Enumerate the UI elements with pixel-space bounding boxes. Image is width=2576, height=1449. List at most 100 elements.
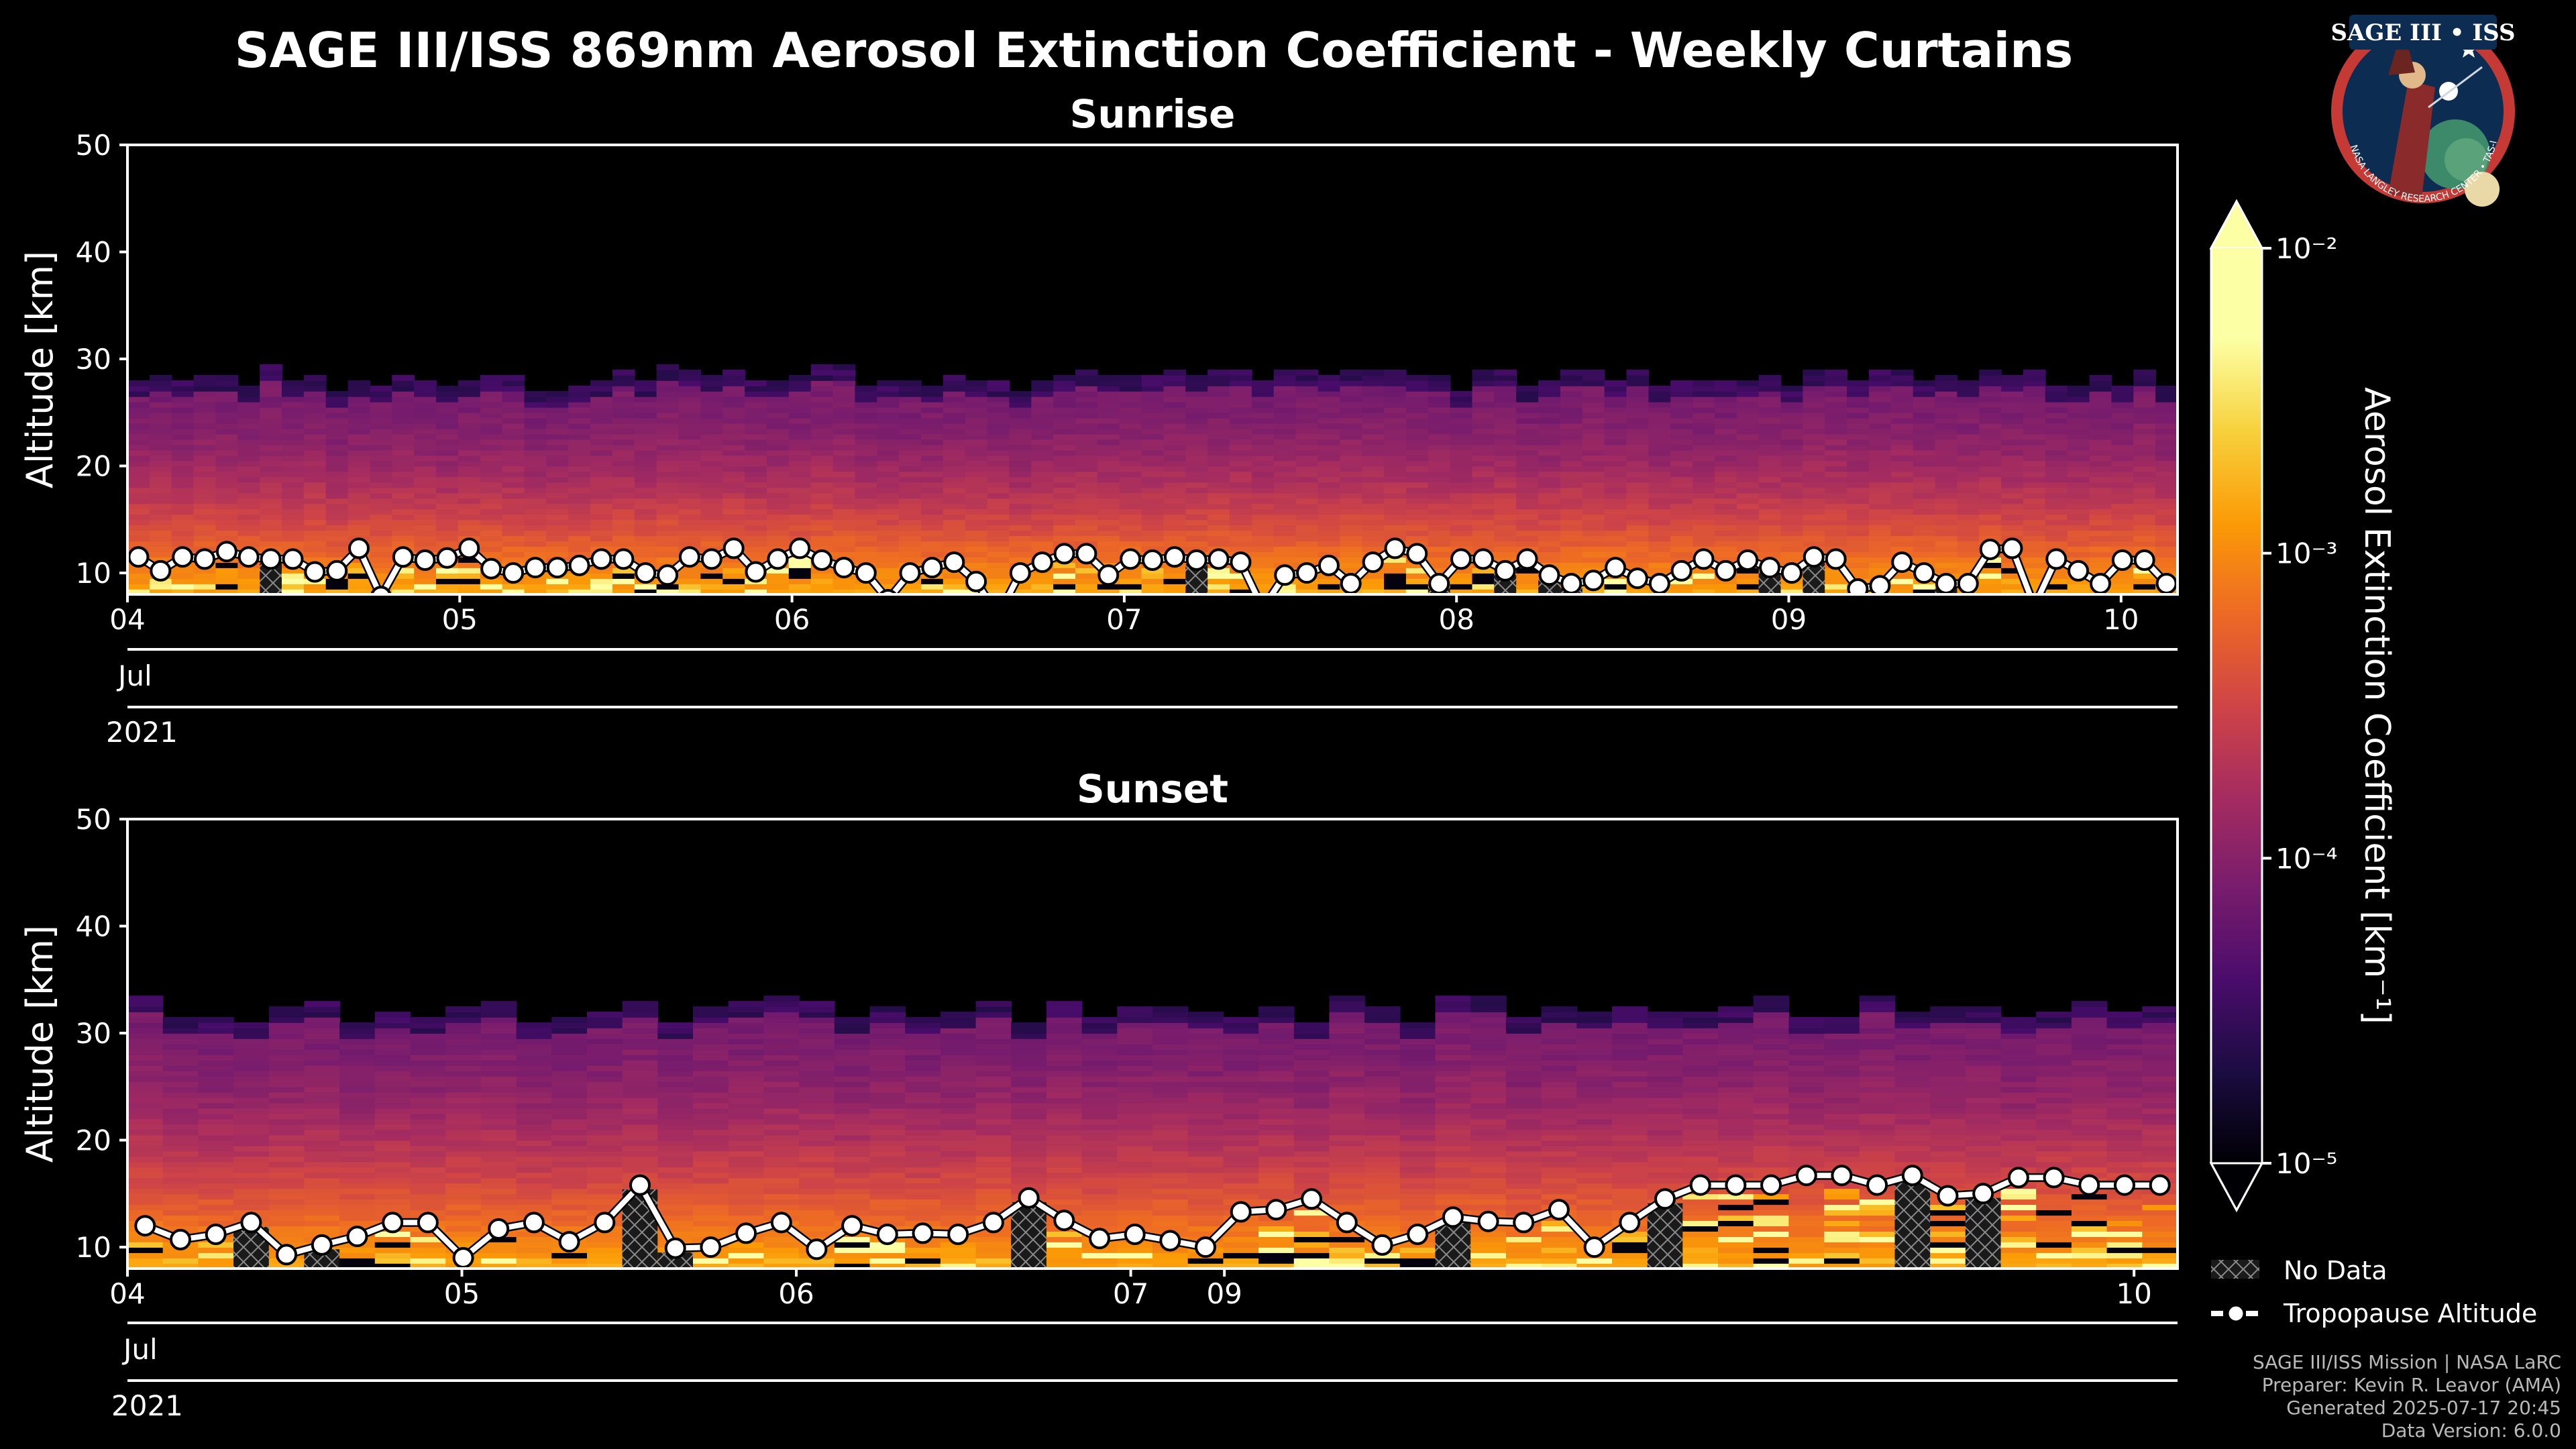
curtain-cell xyxy=(899,412,922,419)
curtain-cell xyxy=(634,503,657,510)
curtain-cell xyxy=(728,1001,765,1007)
curtain-cell xyxy=(127,1129,164,1136)
curtain-cell xyxy=(590,401,613,408)
curtain-cell xyxy=(1803,514,1826,521)
curtain-cell xyxy=(480,1247,517,1253)
curtain-cell xyxy=(516,1129,553,1136)
curtain-cell xyxy=(1780,508,1804,515)
curtain-cell xyxy=(1163,390,1187,397)
curtain-cell xyxy=(1009,519,1032,526)
curtain-cell xyxy=(414,428,437,435)
curtain-cell xyxy=(127,417,150,424)
curtain-cell xyxy=(1693,471,1715,478)
curtain-cell xyxy=(1340,396,1362,402)
curtain-cell xyxy=(1097,541,1120,547)
curtain-cell xyxy=(502,401,525,408)
curtain-cell xyxy=(1384,396,1407,402)
curtain-cell xyxy=(810,364,834,370)
curtain-cell xyxy=(2111,487,2135,494)
curtain-cell xyxy=(869,1258,906,1264)
curtain-cell xyxy=(745,557,767,563)
curtain-cell xyxy=(899,407,922,413)
curtain-cell xyxy=(414,530,437,537)
curtain-cell xyxy=(410,1236,446,1242)
curtain-cell xyxy=(1935,385,1958,392)
curtain-cell xyxy=(1560,557,1583,563)
curtain-cell xyxy=(445,1081,482,1087)
curtain-cell xyxy=(162,1220,199,1226)
curtain-cell xyxy=(1979,482,2002,488)
curtain-cell xyxy=(2001,433,2024,440)
curtain-cell xyxy=(1230,573,1252,579)
curtain-cell xyxy=(480,455,503,462)
curtain-cell xyxy=(2001,514,2024,521)
curtain-cell xyxy=(899,508,922,515)
figure-title: SAGE III/ISS 869nm Aerosol Extinction Co… xyxy=(235,22,2074,78)
curtain-cell xyxy=(325,401,349,408)
curtain-cell xyxy=(1847,508,1870,515)
curtain-cell xyxy=(1979,407,2002,413)
curtain-cell xyxy=(943,476,966,483)
curtain-cell xyxy=(1736,525,1760,531)
curtain-cell xyxy=(480,390,503,397)
curtain-cell xyxy=(1428,455,1451,462)
curtain-cell xyxy=(1384,380,1407,386)
curtain-cell xyxy=(745,508,767,515)
curtain-cell xyxy=(943,428,966,435)
curtain-cell xyxy=(877,433,900,440)
curtain-cell xyxy=(1890,460,1914,467)
curtain-cell xyxy=(745,498,767,504)
curtain-cell xyxy=(2133,375,2156,381)
curtain-cell xyxy=(1472,428,1495,435)
curtain-cell xyxy=(445,1108,482,1114)
curtain-cell xyxy=(516,1113,553,1120)
curtain-cell xyxy=(2023,370,2046,376)
curtain-cell xyxy=(1604,476,1627,483)
curtain-cell xyxy=(392,385,415,392)
curtain-cell xyxy=(1428,444,1451,451)
curtain-cell xyxy=(282,541,305,547)
curtain-cell xyxy=(1009,449,1032,456)
curtain-cell xyxy=(410,1044,446,1050)
curtain-cell xyxy=(1890,466,1914,472)
curtain-cell xyxy=(1582,423,1605,429)
curtain-cell xyxy=(1869,407,1892,413)
curtain-cell xyxy=(1097,428,1120,435)
curtain-cell xyxy=(304,1065,340,1071)
tropopause-point xyxy=(657,564,679,586)
curtain-cell xyxy=(237,476,260,483)
curtain-cell xyxy=(410,1252,446,1258)
curtain-cell xyxy=(1825,525,1847,531)
curtain-cell xyxy=(1450,439,1473,445)
curtain-cell xyxy=(233,1140,270,1146)
curtain-cell xyxy=(524,390,547,397)
curtain-cell xyxy=(763,1204,800,1211)
curtain-cell xyxy=(268,1167,305,1173)
curtain-cell xyxy=(1538,557,1561,563)
curtain-cell xyxy=(1362,439,1385,445)
curtain-cell xyxy=(656,519,680,526)
curtain-cell xyxy=(869,1199,906,1205)
curtain-cell xyxy=(678,589,702,594)
curtain-cell xyxy=(1009,471,1032,478)
curtain-cell xyxy=(198,1258,234,1264)
curtain-cell xyxy=(524,487,547,494)
curtain-cell xyxy=(1516,573,1539,579)
curtain-cell xyxy=(1472,412,1495,419)
curtain-cell xyxy=(502,557,525,563)
curtain-cell xyxy=(1163,466,1187,472)
curtain-cell xyxy=(233,1167,270,1173)
curtain-cell xyxy=(516,1252,553,1258)
curtain-cell xyxy=(171,589,195,594)
curtain-cell xyxy=(162,1167,199,1173)
curtain-cell xyxy=(1428,396,1451,402)
curtain-cell xyxy=(810,535,834,542)
curtain-cell xyxy=(1604,551,1627,557)
curtain-cell xyxy=(788,423,812,429)
curtain-cell xyxy=(303,375,327,381)
curtain-cell xyxy=(869,1044,906,1050)
curtain-cell xyxy=(1935,514,1958,521)
curtain-cell xyxy=(1803,428,1826,435)
curtain-cell xyxy=(590,525,613,531)
curtain-cell xyxy=(1780,589,1804,594)
